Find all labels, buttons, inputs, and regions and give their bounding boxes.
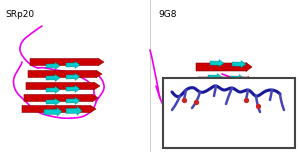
- FancyArrow shape: [46, 98, 60, 105]
- FancyArrow shape: [228, 88, 242, 97]
- Bar: [162, 102, 174, 110]
- FancyArrow shape: [22, 105, 96, 113]
- FancyArrow shape: [200, 90, 250, 100]
- FancyArrow shape: [210, 60, 224, 67]
- FancyArrow shape: [66, 73, 80, 80]
- FancyArrow shape: [46, 62, 60, 69]
- Text: SRp20: SRp20: [5, 10, 34, 19]
- FancyArrow shape: [28, 70, 102, 78]
- FancyArrow shape: [66, 61, 80, 68]
- FancyArrow shape: [46, 74, 60, 81]
- FancyArrow shape: [66, 106, 82, 115]
- FancyArrow shape: [66, 97, 80, 104]
- FancyArrow shape: [206, 87, 222, 96]
- FancyArrow shape: [198, 76, 254, 85]
- FancyArrow shape: [196, 62, 252, 71]
- FancyArrow shape: [26, 82, 100, 90]
- FancyArrow shape: [30, 58, 104, 66]
- FancyArrow shape: [230, 75, 244, 82]
- FancyArrow shape: [66, 85, 80, 92]
- FancyArrow shape: [232, 60, 246, 68]
- FancyArrow shape: [24, 94, 98, 102]
- FancyArrow shape: [46, 86, 60, 93]
- Bar: [163, 78, 295, 148]
- FancyArrow shape: [44, 107, 62, 116]
- Text: 9G8: 9G8: [158, 10, 176, 19]
- FancyArrow shape: [208, 74, 222, 81]
